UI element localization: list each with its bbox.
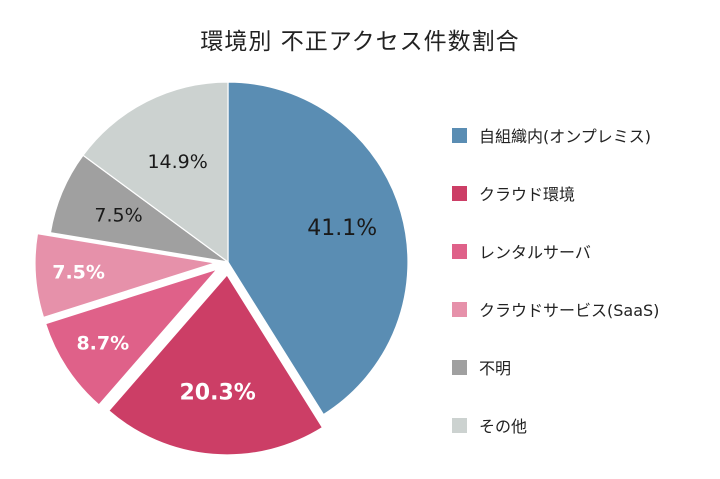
legend-item-3: クラウドサービス(SaaS) <box>452 280 659 338</box>
legend-label: 自組織内(オンプレミス) <box>479 127 652 146</box>
pie-slice-5 <box>82 81 229 264</box>
legend-swatch <box>452 359 467 375</box>
legend-item-0: 自組織内(オンプレミス) <box>452 106 659 164</box>
legend-label: レンタルサーバ <box>479 243 591 262</box>
legend-item-5: その他 <box>452 396 659 454</box>
legend-swatch <box>452 127 467 143</box>
slice-label-3: 7.5% <box>52 261 105 283</box>
slice-label-2: 8.7% <box>76 333 129 355</box>
pie-slice-labels: 41.1% 20.3% 8.7% 7.5% 7.5% 14.9% <box>52 151 377 405</box>
pie-slice-2 <box>44 267 219 406</box>
legend-label: クラウドサービス(SaaS) <box>479 301 660 320</box>
slice-label-4: 7.5% <box>94 204 142 226</box>
pie-slice-3 <box>34 232 216 319</box>
legend-label: 不明 <box>479 359 512 378</box>
pie-slice-0 <box>227 81 409 416</box>
legend-label: クラウド環境 <box>479 185 576 204</box>
legend-label: その他 <box>479 417 528 436</box>
pie-slices <box>34 81 409 456</box>
slice-label-5: 14.9% <box>147 151 207 173</box>
legend-swatch <box>452 417 467 433</box>
pie-slice-1 <box>107 273 324 456</box>
legend-swatch <box>452 185 467 201</box>
legend-swatch <box>452 301 467 317</box>
legend-item-4: 不明 <box>452 338 659 396</box>
legend-swatch <box>452 243 467 259</box>
legend-item-2: レンタルサーバ <box>452 222 659 280</box>
legend-item-1: クラウド環境 <box>452 164 659 222</box>
slice-label-1: 20.3% <box>179 380 255 405</box>
chart-title: 環境別 不正アクセス件数割合 <box>200 29 520 55</box>
slice-label-0: 41.1% <box>307 216 377 241</box>
legend: 自組織内(オンプレミス) クラウド環境 レンタルサーバクラウドサービス(SaaS) 不… <box>452 106 659 454</box>
